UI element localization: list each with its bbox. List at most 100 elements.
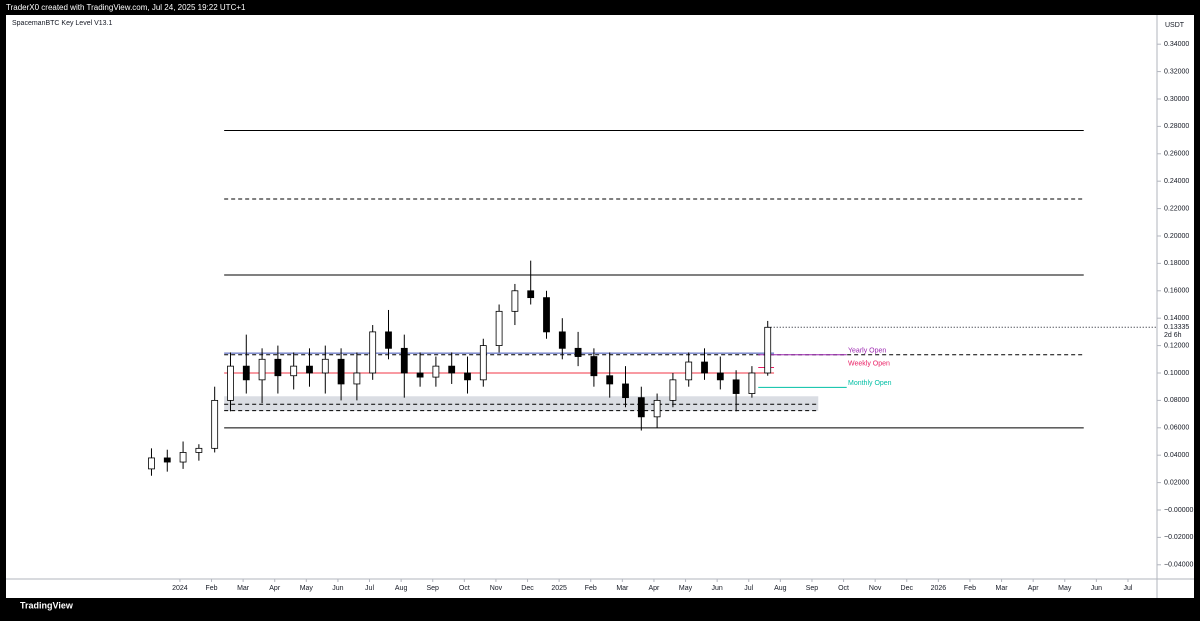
header-text: TraderX0 created with TradingView.com, J… — [6, 3, 246, 12]
candle-body — [400, 347, 408, 374]
candle-body — [479, 345, 487, 381]
x-tick-label: Oct — [838, 585, 849, 592]
y-tick-label: 0.08000 — [1164, 397, 1189, 404]
x-tick-label: 2025 — [551, 585, 567, 592]
x-tick-label: Jul — [365, 585, 374, 592]
x-tick-label: Aug — [774, 585, 787, 592]
candle-body — [637, 397, 645, 418]
candle-body — [495, 310, 503, 346]
y-tick-label: −0.04000 — [1164, 562, 1193, 569]
x-tick-label: Mar — [616, 585, 629, 592]
x-tick-label: Mar — [237, 585, 250, 592]
candle-body — [416, 372, 424, 378]
x-tick-label: May — [679, 585, 693, 592]
x-tick-label: Feb — [585, 585, 597, 592]
y-tick-label: 0.32000 — [1164, 68, 1189, 75]
y-tick-label: 0.24000 — [1164, 178, 1189, 185]
zone — [224, 396, 819, 411]
y-tick-label: 0.10000 — [1164, 370, 1189, 377]
candle-body — [701, 361, 708, 374]
y-tick-label: 0.06000 — [1164, 425, 1189, 432]
x-tick-label: May — [300, 585, 314, 592]
candle-body — [274, 358, 282, 377]
candle-body — [764, 326, 772, 374]
candle-body — [685, 361, 693, 381]
x-tick-label: Jun — [1091, 585, 1102, 592]
candle-body — [653, 399, 661, 418]
x-tick-label: Apr — [269, 585, 281, 592]
y-tick-label: 0.26000 — [1164, 151, 1189, 158]
candle-body — [464, 372, 471, 381]
candle-body — [148, 457, 155, 470]
x-tick-label: Apr — [1028, 585, 1040, 592]
candle-body — [369, 331, 377, 374]
candle-body — [242, 365, 250, 381]
x-tick-label: Sep — [806, 585, 819, 592]
x-tick-label: Sep — [426, 585, 439, 592]
y-tick-label: 0.14000 — [1164, 315, 1189, 322]
candle-body — [258, 358, 266, 381]
x-tick-label: Aug — [395, 585, 408, 592]
x-tick-label: Feb — [205, 585, 217, 592]
candle-body — [543, 297, 550, 333]
y-tick-label: 0.02000 — [1164, 479, 1189, 486]
x-tick-label: Feb — [964, 585, 976, 592]
x-tick-label: 2026 — [931, 585, 947, 592]
y-tick-label: 0.04000 — [1164, 452, 1189, 459]
x-tick-label: Jul — [1124, 585, 1133, 592]
candle-body — [211, 399, 219, 449]
x-tick-label: Nov — [869, 585, 882, 592]
countdown: 2d 6h — [1164, 332, 1182, 339]
candle-body — [432, 365, 440, 378]
chart-panel — [6, 15, 1194, 598]
level-label: Yearly Open — [848, 348, 886, 355]
indicator-name: SpacemanBTC Key Level V13.1 — [12, 20, 112, 27]
x-tick-label: Jun — [712, 585, 723, 592]
x-tick-label: 2024 — [172, 585, 188, 592]
candle-body — [195, 447, 203, 453]
candle-body — [179, 452, 187, 463]
x-tick-label: Mar — [996, 585, 1009, 592]
candle-body — [385, 331, 392, 349]
candle-body — [321, 358, 329, 374]
x-tick-label: May — [1058, 585, 1072, 592]
candle-body — [590, 356, 598, 377]
currency: USDT — [1165, 22, 1185, 29]
y-tick-label: 0.12000 — [1164, 342, 1189, 349]
candle-body — [511, 290, 519, 312]
level-label: Weekly Open — [848, 360, 890, 367]
level-label: Monthly Open — [848, 380, 892, 387]
candle-body — [716, 372, 724, 381]
candle-body — [748, 372, 756, 394]
y-tick-label: 0.34000 — [1164, 41, 1189, 48]
candle-body — [558, 331, 566, 349]
y-tick-label: 0.16000 — [1164, 288, 1189, 295]
x-tick-label: Jul — [744, 585, 753, 592]
y-tick-label: 0.30000 — [1164, 96, 1189, 103]
candle-body — [732, 379, 740, 394]
last-price-label: 0.13335 — [1164, 324, 1189, 331]
candle-body — [622, 383, 629, 399]
y-tick-label: −0.00000 — [1164, 507, 1193, 514]
x-tick-label: Dec — [901, 585, 914, 592]
x-tick-label: Oct — [459, 585, 470, 592]
candle-body — [574, 347, 582, 357]
x-tick-label: Apr — [648, 585, 660, 592]
x-tick-label: Jun — [332, 585, 343, 592]
candle-body — [163, 457, 171, 463]
candle-body — [227, 365, 234, 401]
y-tick-label: −0.02000 — [1164, 534, 1193, 541]
candle-body — [353, 372, 361, 385]
x-tick-label: Dec — [521, 585, 534, 592]
footer-brand: TradingView — [20, 600, 74, 610]
y-tick-label: 0.22000 — [1164, 205, 1189, 212]
x-tick-label: Nov — [490, 585, 503, 592]
candle-body — [290, 365, 298, 377]
candle-body — [306, 365, 313, 374]
y-tick-label: 0.18000 — [1164, 260, 1189, 267]
candle-body — [606, 375, 614, 385]
y-tick-label: 0.20000 — [1164, 233, 1189, 240]
candle-body — [527, 290, 535, 299]
